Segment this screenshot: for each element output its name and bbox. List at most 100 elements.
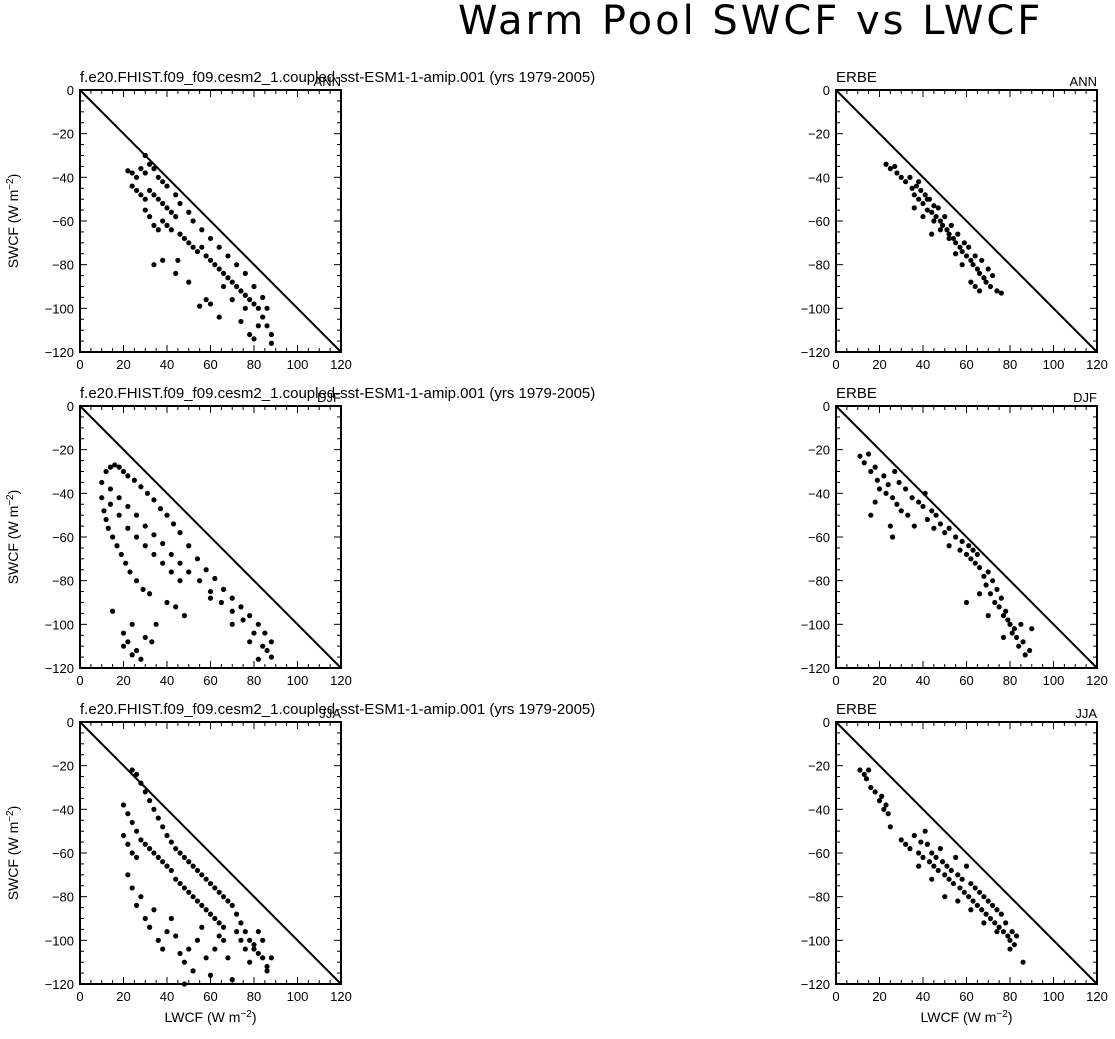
data-point — [998, 911, 1004, 917]
y-tick-label: −80 — [52, 258, 74, 273]
data-point — [133, 187, 140, 194]
data-point — [125, 525, 131, 531]
x-tick-label: 100 — [287, 357, 309, 372]
data-point — [866, 767, 872, 773]
data-point — [1007, 937, 1013, 943]
data-point — [155, 227, 161, 233]
x-tick-label: 80 — [247, 673, 261, 688]
data-point — [225, 955, 231, 961]
data-point — [153, 621, 159, 627]
data-point — [955, 872, 961, 878]
y-tick-label: −20 — [808, 127, 830, 142]
data-point — [194, 937, 201, 943]
data-point — [120, 802, 127, 808]
data-point — [959, 262, 965, 268]
data-point — [177, 530, 183, 536]
data-point — [981, 573, 987, 579]
data-point — [242, 292, 248, 298]
x-tick-label: 60 — [203, 357, 217, 372]
data-point — [885, 482, 891, 488]
data-point — [946, 235, 952, 242]
data-point — [225, 275, 231, 281]
data-point — [142, 634, 148, 641]
data-point — [170, 521, 177, 527]
x-tick-label: 60 — [203, 673, 217, 688]
data-point — [924, 196, 930, 202]
data-point — [177, 200, 183, 207]
data-point — [881, 473, 887, 479]
y-tick-label: 0 — [67, 83, 74, 98]
y-tick-label: −60 — [52, 214, 74, 229]
y-tick-label: −100 — [801, 301, 830, 316]
x-tick-label: 80 — [1003, 989, 1017, 1004]
data-point — [957, 885, 963, 891]
y-tick-label: −100 — [45, 617, 74, 632]
data-point — [887, 523, 893, 529]
data-point — [160, 257, 166, 263]
data-point — [142, 523, 148, 529]
y-tick-label: −60 — [52, 846, 74, 861]
x-tick-label: 120 — [330, 989, 352, 1004]
data-point — [160, 200, 166, 207]
data-point — [868, 784, 874, 791]
data-point — [190, 863, 196, 869]
data-point — [242, 929, 248, 935]
data-point — [199, 227, 205, 233]
data-point — [216, 920, 222, 926]
data-point — [168, 227, 174, 233]
data-point — [207, 972, 214, 978]
data-point — [1022, 652, 1028, 658]
y-tick-label: −20 — [52, 443, 74, 458]
data-point — [905, 512, 911, 518]
data-point — [929, 231, 935, 237]
data-point — [140, 586, 146, 593]
data-point — [942, 872, 948, 878]
data-point — [883, 161, 889, 167]
y-tick-label: −40 — [808, 802, 830, 817]
data-point — [125, 168, 131, 174]
data-point — [916, 863, 922, 869]
data-point — [892, 468, 898, 475]
data-point — [992, 920, 998, 926]
data-point — [251, 946, 257, 952]
data-point — [898, 508, 904, 514]
panel-model-ann: 0 20 40 60 80 100 120 0 −20 −40 −60 −80 −100 −120 f.e2… — [5, 69, 596, 372]
x-tick-label: 0 — [832, 989, 839, 1004]
data-point — [197, 578, 203, 584]
x-tick-label: 100 — [1043, 989, 1065, 1004]
data-point — [918, 839, 924, 845]
data-point — [931, 218, 937, 224]
data-point — [105, 525, 111, 531]
y-tick-label: −80 — [808, 890, 830, 905]
data-point — [268, 955, 274, 961]
x-tick-label: 100 — [1043, 673, 1065, 688]
data-point — [959, 538, 965, 544]
x-tick-label: 120 — [330, 673, 352, 688]
data-point — [931, 863, 937, 869]
data-point — [173, 270, 179, 276]
data-point — [151, 532, 157, 538]
data-point — [931, 203, 937, 209]
y-tick-label: −100 — [801, 933, 830, 948]
data-point — [207, 257, 214, 263]
data-point — [120, 643, 127, 649]
data-point — [238, 937, 244, 943]
data-point — [220, 283, 227, 290]
data-point — [866, 451, 872, 457]
data-point — [872, 789, 878, 795]
data-point — [164, 863, 170, 869]
data-point — [260, 955, 266, 961]
data-point — [913, 183, 920, 189]
data-point — [101, 508, 107, 514]
data-point — [160, 560, 166, 566]
data-point — [103, 468, 109, 475]
data-point — [959, 876, 965, 882]
data-point — [142, 152, 148, 159]
data-point — [861, 460, 867, 466]
panel-title-right: ANN — [1070, 74, 1097, 89]
data-point — [981, 920, 987, 926]
data-point — [998, 290, 1004, 296]
y-axis-label: SWCF (W m−2) — [5, 806, 22, 901]
data-point — [155, 854, 161, 860]
